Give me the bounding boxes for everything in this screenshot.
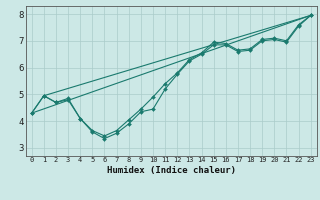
X-axis label: Humidex (Indice chaleur): Humidex (Indice chaleur) (107, 166, 236, 175)
